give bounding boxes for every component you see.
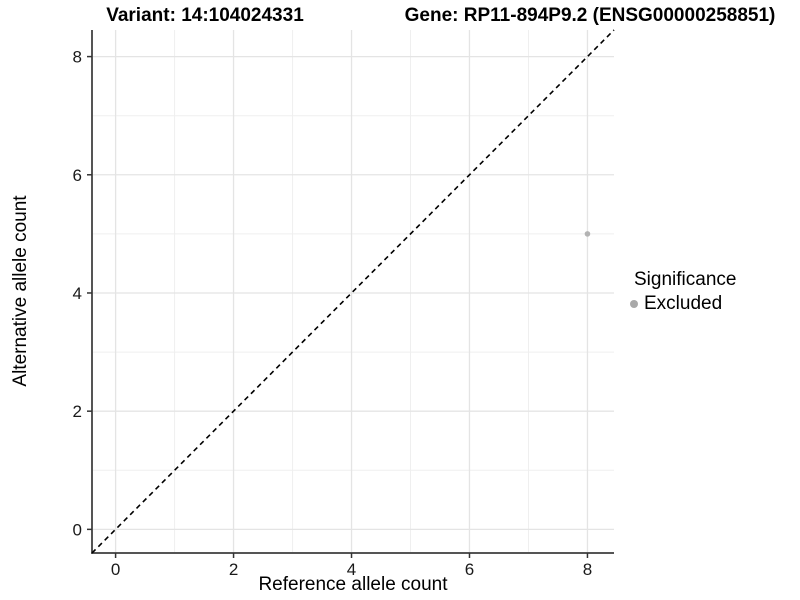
legend-item-excluded: Excluded	[630, 293, 736, 315]
plot-title-variant: Variant: 14:104024331	[106, 5, 304, 26]
x-tick-label: 6	[465, 560, 474, 579]
y-tick-label: 2	[73, 402, 82, 421]
y-tick-label: 0	[73, 520, 82, 539]
x-axis-label: Reference allele count	[258, 574, 448, 595]
legend: Significance Excluded	[630, 269, 736, 315]
data-point-excluded	[584, 231, 591, 237]
y-tick-label: 6	[73, 166, 82, 185]
plot-title-gene: Gene: RP11-894P9.2 (ENSG00000258851)	[404, 5, 776, 26]
x-tick-label: 0	[111, 560, 120, 579]
y-axis-label: Alternative allele count	[10, 195, 31, 387]
y-tick-label: 4	[73, 284, 82, 303]
legend-point-swatch	[630, 300, 638, 308]
legend-title: Significance	[634, 269, 737, 290]
identity-line	[91, 29, 615, 554]
x-tick-label: 8	[583, 560, 592, 579]
x-tick-label: 2	[229, 560, 238, 579]
x-tick-label: 4	[347, 560, 356, 579]
legend-item-label: Excluded	[644, 293, 723, 314]
y-tick-label: 8	[73, 48, 82, 67]
